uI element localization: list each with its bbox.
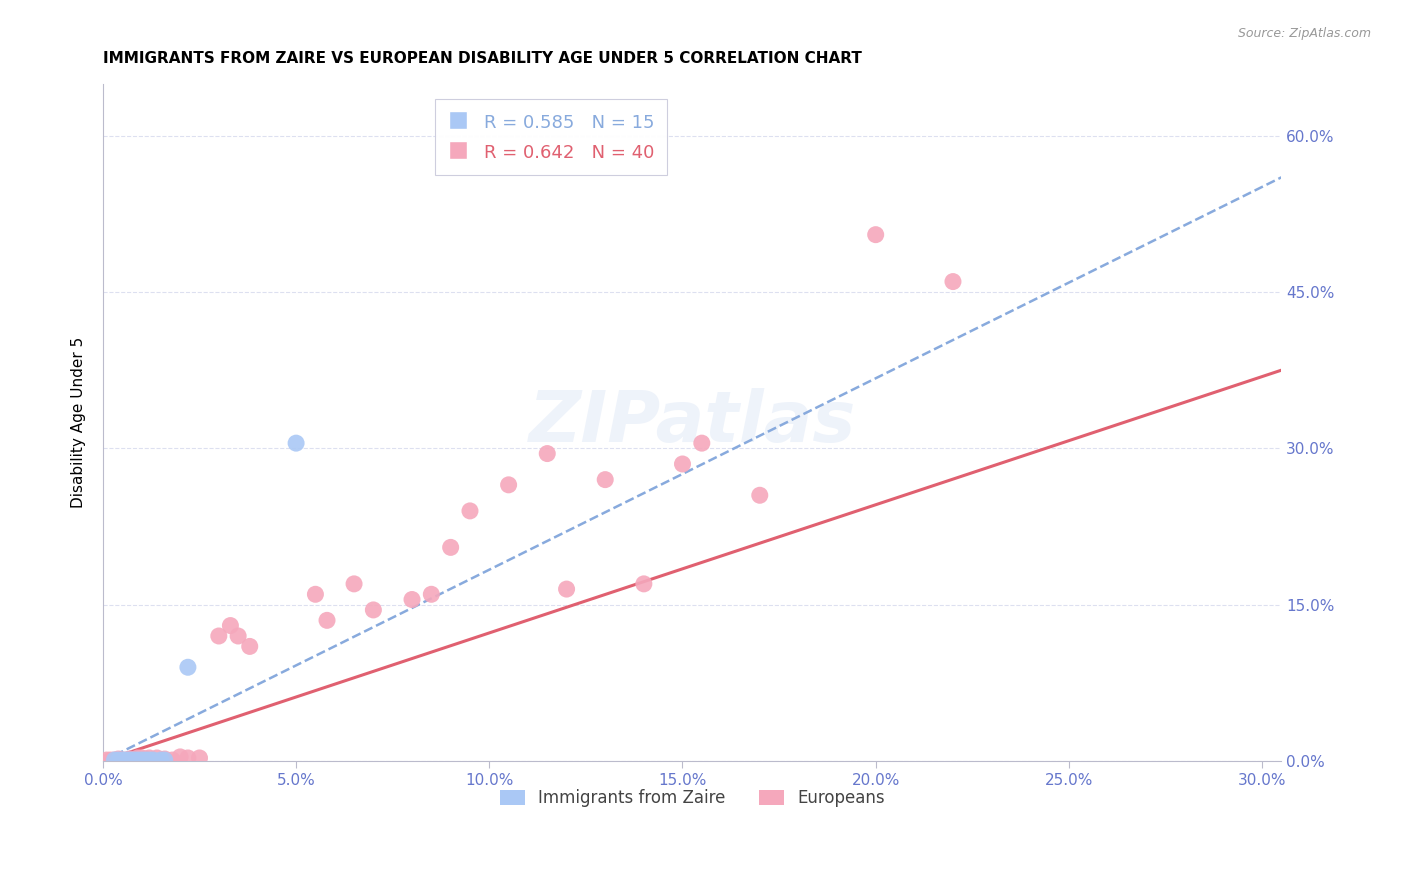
Point xyxy=(690,436,713,450)
Text: IMMIGRANTS FROM ZAIRE VS EUROPEAN DISABILITY AGE UNDER 5 CORRELATION CHART: IMMIGRANTS FROM ZAIRE VS EUROPEAN DISABI… xyxy=(103,51,862,66)
Point xyxy=(127,751,149,765)
Point xyxy=(146,751,169,765)
Point xyxy=(107,752,129,766)
Point xyxy=(96,753,118,767)
Point xyxy=(226,629,249,643)
Point xyxy=(134,752,156,766)
Point xyxy=(153,752,176,766)
Point xyxy=(219,618,242,632)
Point xyxy=(633,577,655,591)
Point xyxy=(748,488,770,502)
Point xyxy=(208,629,231,643)
Point xyxy=(440,541,463,555)
Point xyxy=(100,753,122,767)
Point xyxy=(118,752,141,766)
Point xyxy=(498,478,520,492)
Point xyxy=(142,753,165,767)
Point xyxy=(115,753,138,767)
Point xyxy=(122,753,145,767)
Point xyxy=(118,753,141,767)
Text: Source: ZipAtlas.com: Source: ZipAtlas.com xyxy=(1237,27,1371,40)
Point xyxy=(593,473,616,487)
Point xyxy=(401,592,423,607)
Point xyxy=(177,751,200,765)
Point xyxy=(177,660,200,674)
Point xyxy=(103,753,125,767)
Point xyxy=(103,753,125,767)
Point xyxy=(115,753,138,767)
Point xyxy=(671,457,693,471)
Point xyxy=(122,753,145,767)
Point xyxy=(153,753,176,767)
Point xyxy=(316,613,339,627)
Point xyxy=(131,751,153,765)
Point xyxy=(162,753,184,767)
Point xyxy=(942,275,965,289)
Legend: Immigrants from Zaire, Europeans: Immigrants from Zaire, Europeans xyxy=(494,782,891,814)
Point xyxy=(865,227,887,242)
Point xyxy=(420,587,443,601)
Point xyxy=(134,753,156,767)
Text: ZIPatlas: ZIPatlas xyxy=(529,388,856,457)
Point xyxy=(239,640,262,654)
Point xyxy=(458,504,481,518)
Point xyxy=(304,587,326,601)
Point xyxy=(343,577,366,591)
Point xyxy=(363,603,385,617)
Point xyxy=(555,582,578,596)
Point xyxy=(127,753,149,767)
Point xyxy=(111,753,134,767)
Point xyxy=(138,751,160,765)
Point xyxy=(107,753,129,767)
Point xyxy=(111,753,134,767)
Point xyxy=(138,753,160,767)
Point xyxy=(536,446,558,460)
Point xyxy=(285,436,308,450)
Point xyxy=(131,753,153,767)
Point xyxy=(169,750,191,764)
Y-axis label: Disability Age Under 5: Disability Age Under 5 xyxy=(72,336,86,508)
Point xyxy=(188,751,211,765)
Point xyxy=(149,753,172,767)
